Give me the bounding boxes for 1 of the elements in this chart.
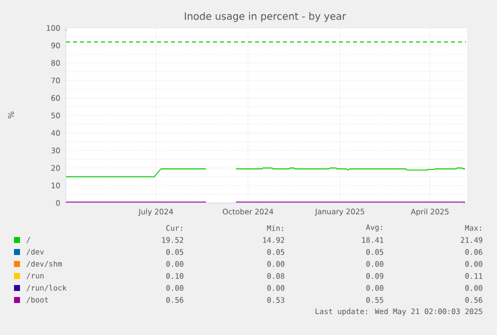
chart-title: Inode usage in percent - by year bbox=[184, 12, 346, 22]
